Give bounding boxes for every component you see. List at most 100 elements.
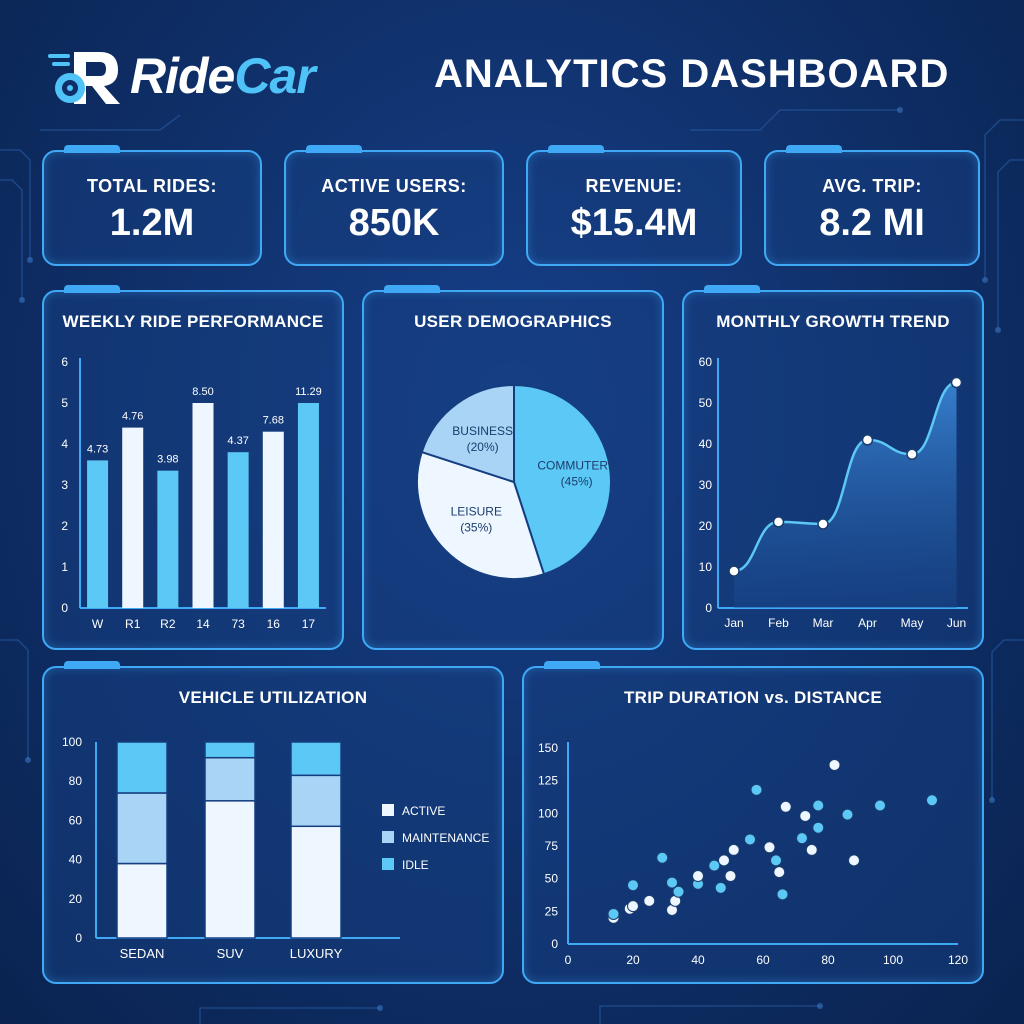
y-tick-label: 0 xyxy=(61,601,68,615)
stacked-bar-segment xyxy=(290,774,342,828)
panel-tab xyxy=(548,145,604,153)
kpi-card-active-users[interactable]: ACTIVE USERS: 850K xyxy=(284,145,504,266)
scatter-point xyxy=(643,894,656,907)
y-tick-label: 40 xyxy=(69,853,83,867)
data-point xyxy=(728,565,740,577)
stacked-bar-segment xyxy=(116,862,168,939)
x-tick-label: 60 xyxy=(756,953,770,967)
x-tick-label: 14 xyxy=(196,617,210,631)
scatter-point xyxy=(805,843,818,856)
slice-label: LEISURE xyxy=(451,505,502,519)
scatter-point xyxy=(848,854,860,867)
stacked-bar-segment xyxy=(204,741,256,759)
x-tick-label: Mar xyxy=(813,616,834,630)
legend-swatch xyxy=(382,858,394,870)
x-tick-label: Feb xyxy=(768,616,789,630)
scatter-point xyxy=(779,800,792,813)
bar-data-label: 8.50 xyxy=(192,386,213,398)
x-tick-label: SEDAN xyxy=(120,946,165,961)
legend-swatch xyxy=(382,804,394,816)
chart-title: MONTHLY GROWTH TREND xyxy=(716,312,950,331)
demographics-pie-chart: COMMUTERS (45%) LEISURE (35%) BUSINESS (20%) xyxy=(416,383,616,580)
y-tick-label: 80 xyxy=(69,774,83,788)
y-tick-label: 60 xyxy=(69,813,83,827)
kpi-card-revenue[interactable]: REVENUE: $15.4M xyxy=(526,145,742,266)
scatter-point xyxy=(718,854,730,867)
data-point xyxy=(817,518,829,530)
scatter-point xyxy=(672,885,685,898)
scatter-point xyxy=(796,832,808,845)
y-tick-label: 0 xyxy=(705,601,712,615)
y-tick-label: 1 xyxy=(61,560,68,574)
bar xyxy=(227,452,249,608)
panel-tab xyxy=(64,285,120,293)
panel-tab xyxy=(704,285,760,293)
x-tick-label: 0 xyxy=(565,953,572,967)
scatter-point xyxy=(607,907,620,920)
slice-label: BUSINESS xyxy=(452,424,513,438)
legend-label: ACTIVE xyxy=(402,804,445,818)
kpi-card-avg-trip[interactable]: AVG. TRIP: 8.2 MI xyxy=(764,145,980,266)
chart-title: WEEKLY RIDE PERFORMANCE xyxy=(62,312,324,331)
chart-title: USER DEMOGRAPHICS xyxy=(414,312,612,331)
y-tick-label: 50 xyxy=(699,396,713,410)
y-tick-label: 0 xyxy=(551,937,558,951)
kpi-value: 1.2M xyxy=(109,202,195,244)
bar-data-label: 3.98 xyxy=(157,454,178,466)
y-tick-label: 4 xyxy=(61,437,68,451)
x-tick-label: 120 xyxy=(948,953,968,967)
x-tick-label: 40 xyxy=(691,953,705,967)
panel-vehicle-utilization: VEHICLE UTILIZATION 0 20 40 60 80 100 SEDAN SUV… xyxy=(42,661,504,984)
slice-percent-label: (45%) xyxy=(561,475,593,489)
scatter-point xyxy=(714,881,727,894)
x-tick-label: 17 xyxy=(302,617,316,631)
y-tick-label: 60 xyxy=(699,355,713,369)
brand-logo[interactable]: RideCar xyxy=(48,46,368,106)
scatter-point xyxy=(708,859,721,872)
stacked-bar-segment xyxy=(116,792,168,865)
y-tick-label: 20 xyxy=(699,519,713,533)
scatter-point xyxy=(812,799,825,812)
scatter-point xyxy=(773,866,786,879)
bar-data-label: 4.73 xyxy=(87,443,108,455)
panel-tab xyxy=(64,145,120,153)
bar-data-label: 4.37 xyxy=(227,435,248,447)
y-tick-label: 40 xyxy=(699,437,713,451)
y-tick-label: 20 xyxy=(69,892,83,906)
y-tick-label: 5 xyxy=(61,396,68,410)
legend-label: IDLE xyxy=(402,858,429,872)
scatter-point xyxy=(926,794,938,807)
bar xyxy=(262,431,284,608)
scatter-point xyxy=(776,888,789,901)
growth-area-chart: 0 10 20 30 40 50 60 Jan Feb Mar Apr May Jun xyxy=(699,355,968,630)
x-tick-label: 73 xyxy=(231,617,245,631)
legend-label: MAINTENANCE xyxy=(402,831,489,845)
y-tick-label: 0 xyxy=(75,931,82,945)
scatter-point xyxy=(841,808,854,821)
stacked-bar-segment xyxy=(290,741,342,777)
brand-name-ride: Ride xyxy=(130,48,235,104)
kpi-label: ACTIVE USERS: xyxy=(321,176,467,196)
panel-tab xyxy=(384,285,440,293)
kpi-value: 850K xyxy=(348,202,440,244)
brand-name-car: Car xyxy=(234,48,315,104)
ridecar-logo-icon xyxy=(48,52,120,104)
panel-weekly-ride-performance: WEEKLY RIDE PERFORMANCE 0 1 2 3 4 5 6 4.73 W 4.76… xyxy=(42,285,344,650)
kpi-label: AVG. TRIP: xyxy=(822,176,922,196)
scatter-point xyxy=(812,821,825,834)
panel-tab xyxy=(544,661,600,669)
y-tick-label: 30 xyxy=(699,478,713,492)
panel-tab xyxy=(64,661,120,669)
kpi-value: 8.2 MI xyxy=(819,202,925,244)
utilization-stacked-chart: 0 20 40 60 80 100 SEDAN SUV LUXURY ACTIVE MAINTENA… xyxy=(62,735,489,961)
scatter-point xyxy=(770,854,782,867)
x-tick-label: Apr xyxy=(858,616,877,630)
scatter-point xyxy=(692,870,704,883)
y-tick-label: 25 xyxy=(545,904,559,918)
pie-slice xyxy=(420,383,515,484)
y-tick-label: 50 xyxy=(545,872,559,886)
bar xyxy=(297,403,319,608)
panel-tab xyxy=(306,145,362,153)
kpi-card-total-rides[interactable]: TOTAL RIDES: 1.2M xyxy=(42,145,262,266)
